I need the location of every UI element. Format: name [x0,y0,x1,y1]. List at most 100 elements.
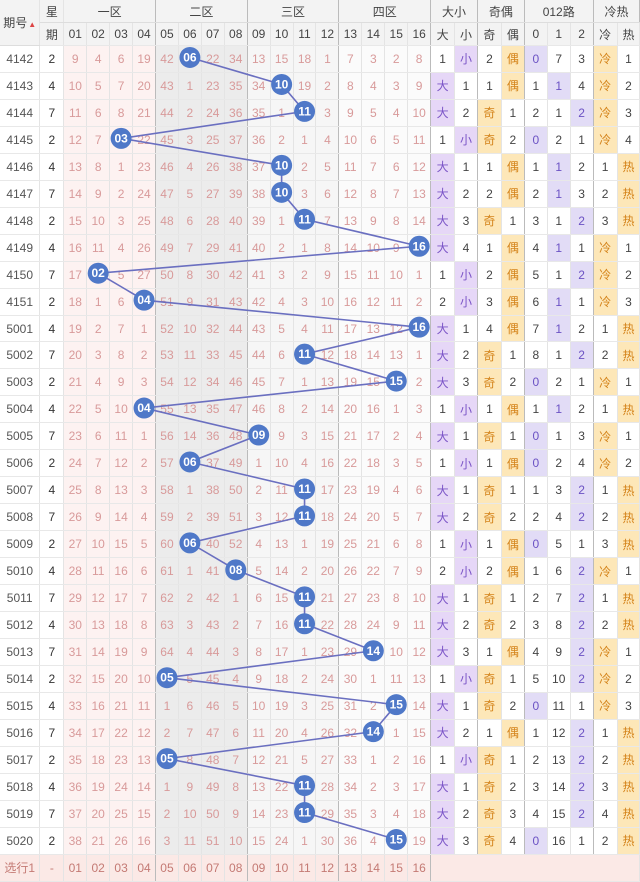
ch-cell: 4 [617,126,640,154]
oe-cell: 2 [477,45,502,73]
miss-cell: 1 [361,665,386,693]
miss-cell: 23 [109,746,134,774]
miss-cell: 14 [247,800,271,828]
miss-cell: 5 [132,530,156,559]
miss-cell: 31 [338,692,363,720]
table-row: 4144 7 11 6 8 21 44 2 24 36 35 1 3 9 5 4 10 大 2 奇 1 2 1 2 冷 3 [0,99,640,127]
oe-cell: 奇 [477,368,502,397]
miss-cell: 34 [201,368,225,397]
miss-cell: 49 [155,234,179,262]
miss-cell: 21 [315,584,340,613]
miss-cell: 5 [178,180,202,208]
footer-number-10: 10 [270,854,294,882]
oe-cell: 奇 [477,827,502,855]
r012-cell: 11 [547,692,571,720]
week-cell: 7 [39,503,65,532]
miss-cell: 11 [178,341,202,370]
r012-cell: 1 [547,422,571,451]
miss-cell: 11 [384,665,409,693]
week-cell: 4 [39,234,65,262]
miss-cell: 2 [407,288,432,316]
miss-cell: 24 [270,827,294,855]
miss-cell: 34 [224,45,248,73]
week-cell: 4 [39,315,65,343]
week-cell: 2 [39,746,65,774]
issue-cell: 5016 [0,719,41,747]
issue-cell: 5005 [0,422,41,451]
miss-cell: 28 [338,611,363,639]
week-header-2: 期 [39,22,65,46]
bs-cell: 大 [430,153,456,181]
r-header-2: 2 [570,22,594,46]
bs-cell: 大 [430,315,456,343]
miss-cell: 1 [178,557,202,586]
miss-cell: 35 [224,72,248,100]
ch-cell: 热 [617,395,640,424]
bs-cell: 2 [454,800,478,828]
miss-cell: 24 [361,611,386,639]
miss-cell: 24 [338,503,363,532]
miss-cell: 15 [361,368,386,397]
r012-cell: 1 [524,72,548,100]
bs-cell: 1 [430,395,456,424]
r012-cell: 1 [570,827,594,855]
oe-cell: 1 [477,719,502,747]
miss-cell: 2 [247,476,271,505]
oe-cell: 偶 [501,234,525,262]
miss-cell: 1 [293,638,317,666]
miss-cell: 52 [224,530,248,559]
miss-cell: 25 [132,207,156,235]
miss-cell: 1 [178,72,202,100]
oe-cell: 4 [477,315,502,343]
miss-cell: 11 [247,719,271,747]
number-header-10: 10 [270,22,294,46]
hit-cell [384,692,409,720]
r012-cell: 6 [524,288,548,316]
miss-cell: 13 [178,395,202,424]
bs-cell: 1 [430,261,456,289]
miss-cell: 42 [155,45,179,73]
issue-header[interactable]: 期号▲ [0,0,41,46]
miss-cell: 18 [270,665,294,693]
miss-cell: 4 [86,45,111,73]
sort-arrows-icon[interactable]: ▲ [28,20,37,29]
miss-cell: 31 [63,638,88,666]
oe-cell: 1 [477,395,502,424]
bs-cell: 2 [454,611,478,639]
bs-cell: 大 [430,638,456,666]
miss-cell: 23 [361,584,386,613]
oe-cell: 2 [477,557,502,586]
r012-cell: 2 [570,341,594,370]
miss-cell: 27 [63,530,88,559]
miss-cell: 38 [247,180,271,208]
r012-cell: 3 [524,207,548,235]
oe-cell: 1 [477,449,502,478]
miss-cell: 39 [224,180,248,208]
ch-cell: 热 [617,153,640,181]
ch-cell: 热 [617,800,640,828]
bs-cell: 小 [454,449,478,478]
r012-cell: 2 [570,153,594,181]
miss-cell: 4 [293,315,317,343]
miss-cell: 25 [201,126,225,154]
issue-cell: 5013 [0,638,41,666]
miss-cell: 64 [155,638,179,666]
ch-cell: 热 [617,315,640,343]
miss-cell: 11 [63,99,88,127]
miss-cell: 1 [293,530,317,559]
ch-cell: 3 [593,530,618,559]
miss-cell: 6 [361,126,386,154]
miss-cell: 19 [361,476,386,505]
miss-cell: 15 [407,719,432,747]
miss-cell: 23 [270,800,294,828]
footer-number-01: 01 [63,854,88,882]
oe-cell: 奇 [477,800,502,828]
r012-cell: 1 [547,261,571,289]
miss-cell: 12 [132,719,156,747]
miss-cell: 42 [201,584,225,613]
miss-cell: 17 [407,773,432,801]
miss-cell: 5 [407,449,432,478]
hit-cell [293,341,317,370]
miss-cell: 9 [178,773,202,801]
table-row: 5013 7 31 14 19 9 64 4 44 3 8 17 1 23 29 10 12 大 3 1 偶 4 9 2 冷 1 [0,638,640,666]
